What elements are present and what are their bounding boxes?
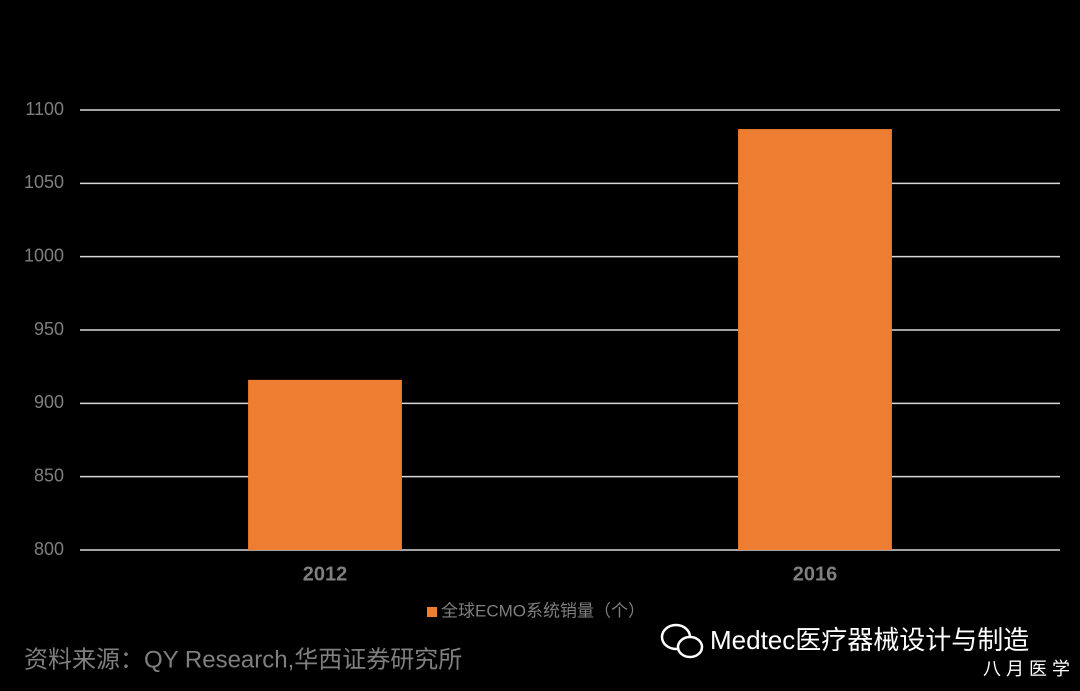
legend-swatch xyxy=(427,607,437,617)
y-tick-label: 1100 xyxy=(25,99,64,119)
legend-label: 全球ECMO系统销量（个） xyxy=(441,601,645,620)
x-tick-label: 2016 xyxy=(793,563,838,585)
watermark-sub: 八 月 医 学 xyxy=(983,659,1070,679)
y-tick-label: 800 xyxy=(34,539,64,559)
y-tick-label: 900 xyxy=(34,392,64,412)
y-tick-label: 1050 xyxy=(24,172,64,192)
bar xyxy=(738,129,892,551)
x-tick-label: 2012 xyxy=(303,563,348,585)
watermark: Medtec医疗器械设计与制造 xyxy=(710,625,1029,655)
y-tick-label: 950 xyxy=(34,319,64,339)
watermark-icon xyxy=(660,623,704,659)
y-tick-label: 1000 xyxy=(24,245,64,265)
y-tick-label: 850 xyxy=(34,465,64,485)
source-note: 资料来源：QY Research,华西证券研究所 xyxy=(24,646,462,673)
bar xyxy=(248,379,402,550)
